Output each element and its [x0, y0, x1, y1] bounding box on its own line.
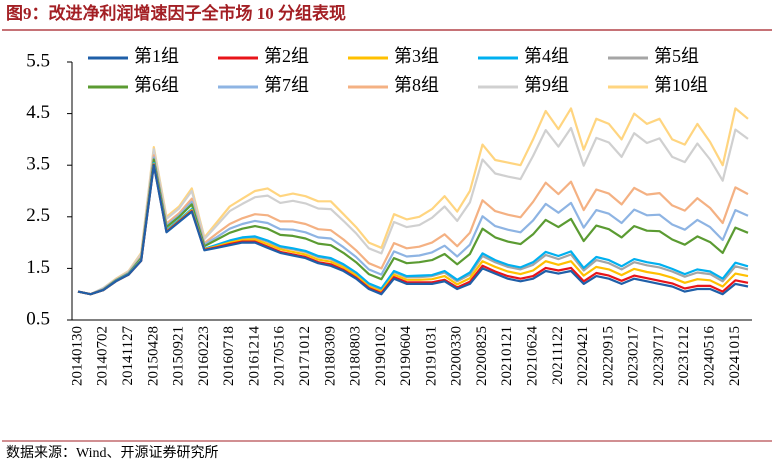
source-note: 数据来源：Wind、开源证券研究所 — [6, 445, 219, 461]
x-tick-label: 20211122 — [550, 326, 566, 385]
series-line — [77, 107, 749, 296]
legend-label: 第1组 — [134, 46, 179, 66]
y-tick-label: 4.5 — [26, 102, 50, 123]
series-line — [77, 162, 749, 296]
y-tick-label: 5.5 — [26, 50, 50, 71]
x-tick-label: 20160718 — [221, 326, 237, 386]
x-tick-label: 20210624 — [525, 326, 541, 387]
x-tick-label: 20241015 — [727, 326, 743, 386]
x-tick-label: 20190604 — [398, 326, 414, 387]
x-tick-label: 20161214 — [246, 326, 262, 387]
legend-label: 第6组 — [134, 75, 179, 95]
x-tick-label: 20220421 — [575, 326, 591, 386]
x-tick-label: 20230717 — [651, 326, 667, 387]
x-tick-label: 20140702 — [95, 326, 111, 386]
legend-label: 第4组 — [524, 46, 569, 66]
legend-label: 第10组 — [654, 75, 708, 95]
x-tick-label: 20180803 — [348, 326, 364, 386]
legend-label: 第5组 — [654, 46, 699, 66]
series-line — [77, 164, 749, 296]
x-tick-label: 20140130 — [69, 326, 85, 386]
series-line — [77, 158, 749, 296]
series-line — [77, 154, 749, 296]
series-line — [77, 163, 749, 296]
x-tick-label: 20141127 — [120, 326, 136, 386]
y-tick-label: 1.5 — [26, 257, 50, 278]
x-tick-label: 20191031 — [423, 326, 439, 386]
x-tick-label: 20231212 — [676, 326, 692, 386]
x-tick-label: 20180309 — [322, 326, 338, 386]
chart-title: 图9：改进净利润增速因子全市场 10 分组表现 — [6, 3, 346, 23]
x-tick-label: 20150921 — [171, 326, 187, 386]
x-tick-label: 20230217 — [626, 326, 642, 387]
x-tick-label: 20190102 — [373, 326, 389, 386]
legend-label: 第8组 — [394, 75, 439, 95]
legend-label: 第7组 — [264, 75, 309, 95]
y-tick-label: 2.5 — [26, 205, 50, 226]
x-tick-label: 20200330 — [449, 326, 465, 386]
y-tick-label: 0.5 — [26, 308, 50, 329]
x-tick-label: 20160223 — [196, 326, 212, 386]
legend-label: 第9组 — [524, 75, 569, 95]
legend-label: 第3组 — [394, 46, 439, 66]
x-tick-label: 20240516 — [702, 326, 718, 387]
series-line — [77, 156, 749, 296]
x-tick-label: 20171012 — [297, 326, 313, 386]
y-tick-label: 3.5 — [26, 154, 50, 175]
series-line — [77, 162, 749, 296]
x-tick-label: 20220915 — [600, 326, 616, 386]
series-line — [77, 126, 749, 296]
legend-label: 第2组 — [264, 46, 309, 66]
x-tick-label: 20210121 — [499, 326, 515, 386]
x-tick-label: 20150428 — [145, 326, 161, 386]
x-tick-label: 20200825 — [474, 326, 490, 386]
x-tick-label: 20170516 — [272, 326, 288, 387]
